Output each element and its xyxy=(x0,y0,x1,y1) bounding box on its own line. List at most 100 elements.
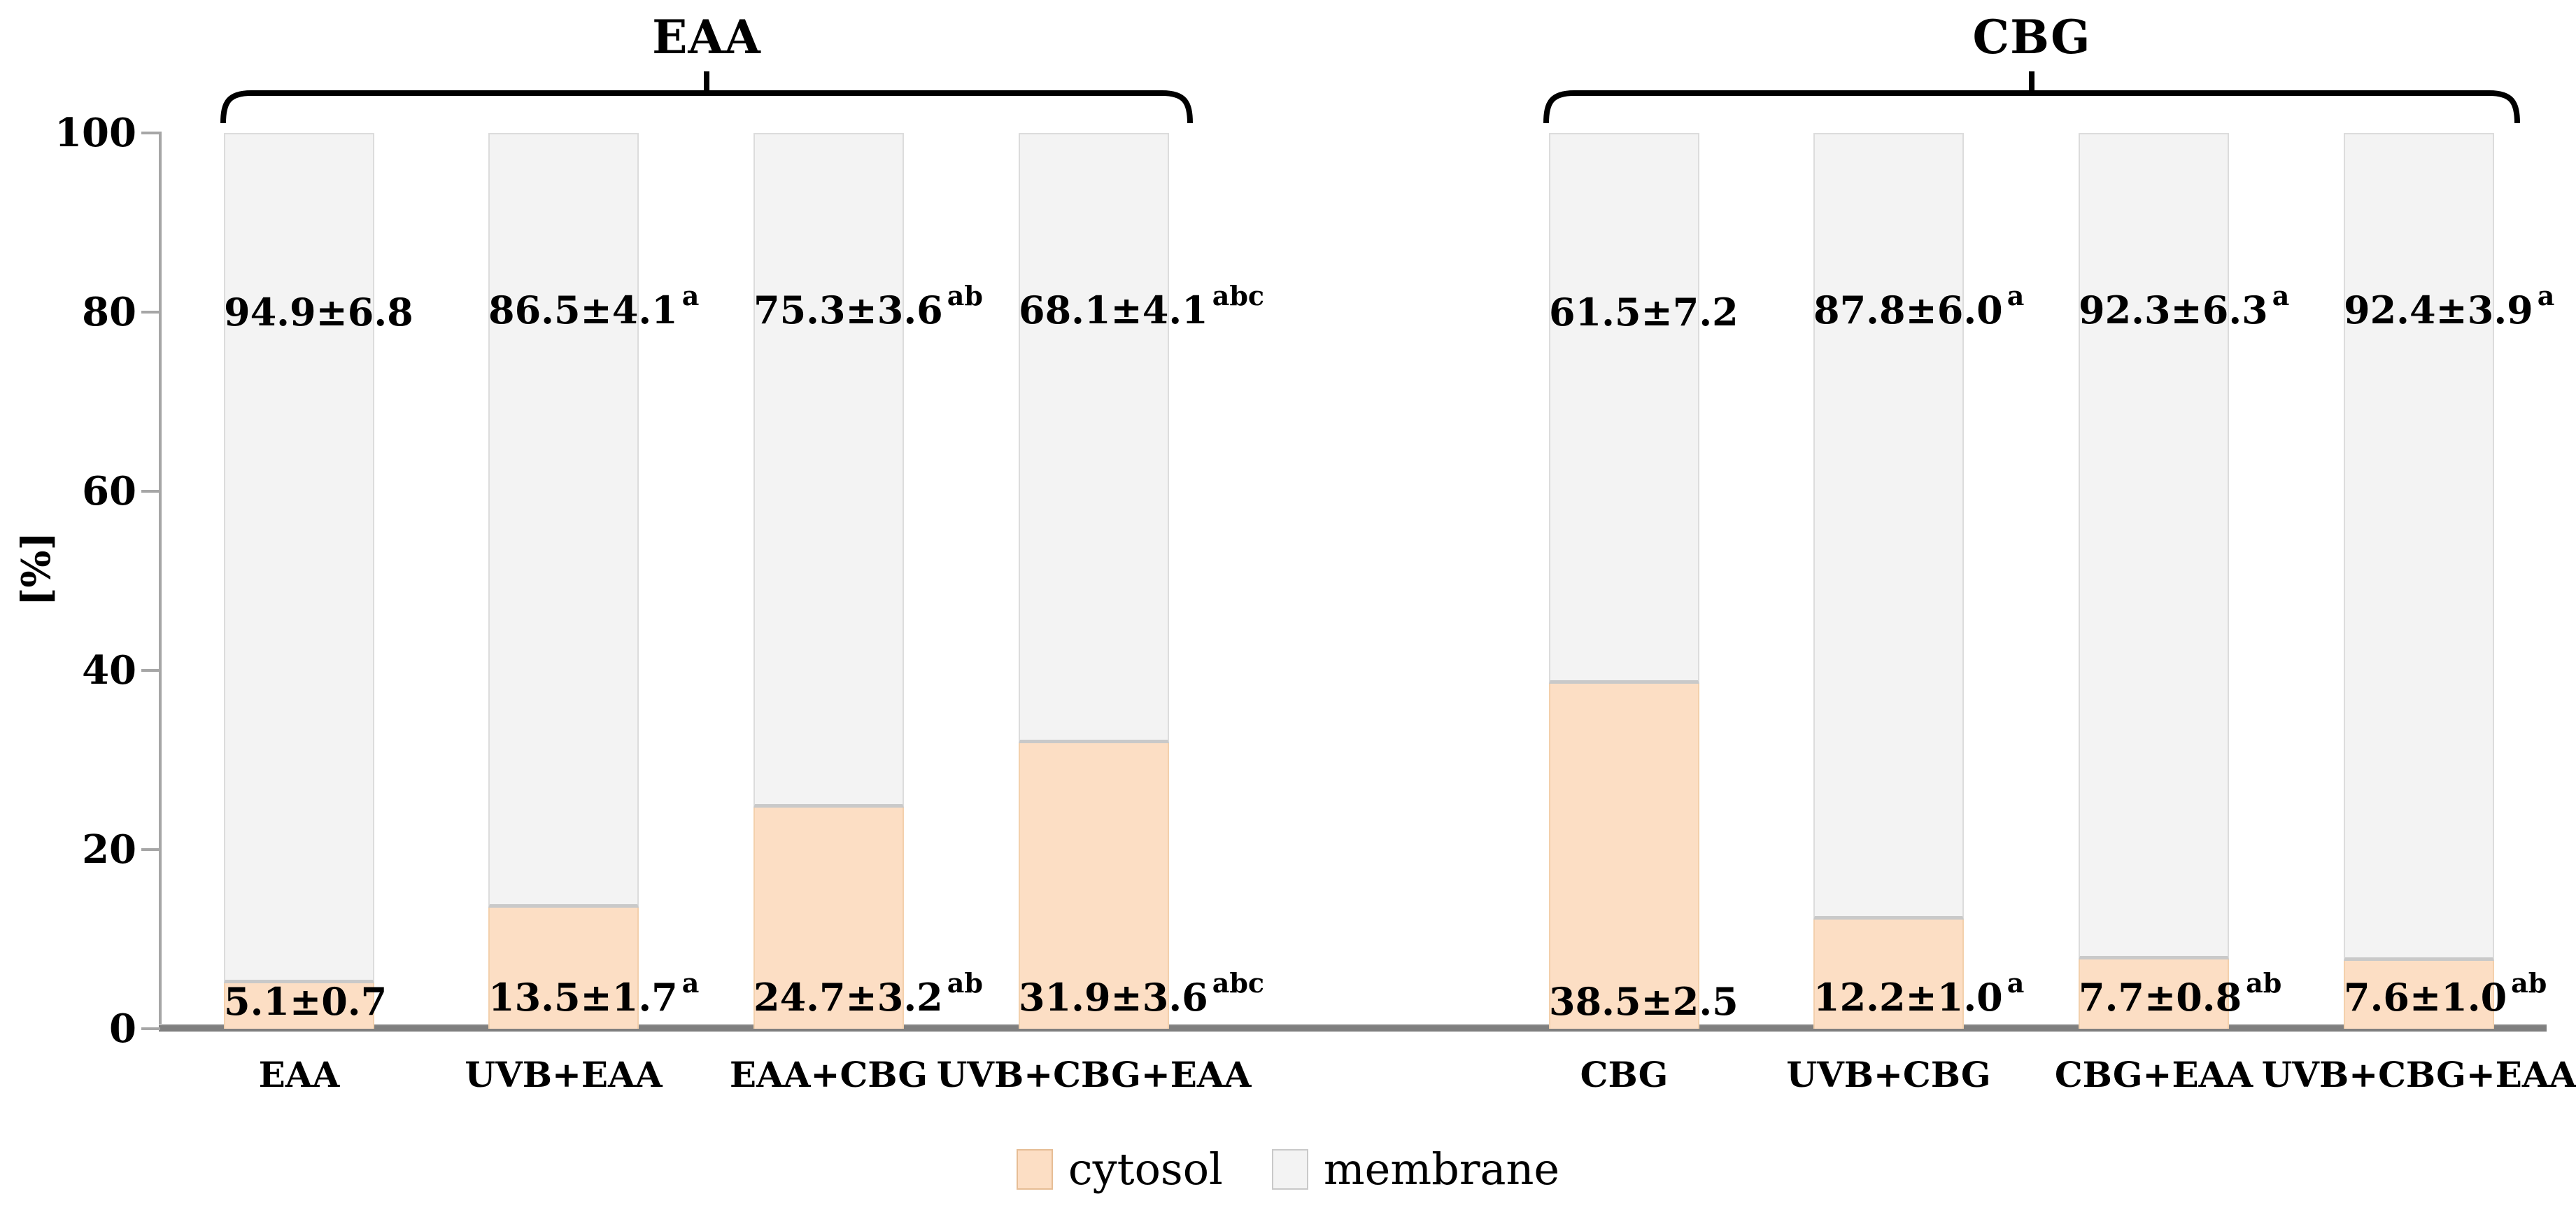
cytosol-value-label: 13.5±1.7 a xyxy=(488,967,699,1023)
legend-label-cytosol: cytosol xyxy=(1068,1144,1223,1195)
bar-segment-membrane xyxy=(2344,133,2494,961)
bar-segment-cytosol xyxy=(2079,959,2229,1029)
y-tick-label: 100 xyxy=(55,110,136,156)
y-tick-label: 60 xyxy=(82,468,136,514)
membrane-value: 87.8±6.0 xyxy=(1813,288,2003,332)
category-label-UVB+CBG+EAA: UVB+CBG+EAA xyxy=(2261,1054,2576,1095)
y-axis-line xyxy=(159,132,162,1029)
cytosol-value: 31.9±3.6 xyxy=(1019,975,1208,1020)
legend-label-membrane: membrane xyxy=(1323,1144,1560,1195)
bar-UVB+EAA: 86.5±4.1 a 13.5±1.7 a xyxy=(488,133,699,1029)
membrane-value-label: 86.5±4.1 a xyxy=(488,280,699,336)
y-tick-label: 0 xyxy=(109,1006,136,1052)
bar-segment-cytosol xyxy=(753,807,904,1029)
membrane-significance-letters: a xyxy=(2537,280,2555,311)
membrane-value: 68.1±4.1 xyxy=(1019,288,1208,332)
bar-segment-cytosol xyxy=(488,908,639,1029)
category-label-UVB+CBG: UVB+CBG xyxy=(1786,1054,1991,1095)
category-label-CBG+EAA: CBG+EAA xyxy=(2054,1054,2253,1095)
membrane-value-label: 92.3±6.3 a xyxy=(2079,280,2289,336)
bar-CBG+EAA: 92.3±6.3 a 7.7±0.8 ab xyxy=(2079,133,2289,1029)
y-tick-label: 80 xyxy=(82,289,136,335)
legend-swatch-cytosol xyxy=(1016,1149,1053,1190)
bar-segment-cytosol xyxy=(1813,919,1964,1029)
x-axis-baseline xyxy=(159,1024,2547,1032)
bar-segment-cytosol xyxy=(1019,743,1169,1029)
membrane-value: 61.5±7.2 xyxy=(1549,290,1739,335)
cytosol-significance-letters: a xyxy=(681,967,700,999)
cytosol-value-label: 7.7±0.8 ab xyxy=(2079,967,2281,1023)
group-title-cbg: CBG xyxy=(1972,10,2091,64)
membrane-value-label: 61.5±7.2 xyxy=(1549,290,1739,334)
bar-UVB+CBG+EAA: 68.1±4.1 abc 31.9±3.6 abc xyxy=(1019,133,1264,1029)
y-axis-title: [%] xyxy=(13,531,59,607)
bar-segment-membrane xyxy=(1549,133,1699,684)
membrane-significance-letters: a xyxy=(2007,280,2025,311)
membrane-value-label: 75.3±3.6 ab xyxy=(753,280,983,336)
membrane-value-label: 92.4±3.9 a xyxy=(2344,280,2554,336)
cytosol-value: 7.6±1.0 xyxy=(2344,975,2507,1020)
membrane-significance-letters: a xyxy=(2272,280,2290,311)
bar-CBG: 61.5±7.2 38.5±2.5 xyxy=(1549,133,1739,1029)
cytosol-significance-letters: abc xyxy=(1212,967,1265,999)
membrane-value: 94.9±6.8 xyxy=(224,290,413,335)
legend-swatch-membrane xyxy=(1271,1149,1308,1190)
bar-EAA: 94.9±6.8 5.1±0.7 xyxy=(224,133,413,1029)
cytosol-value: 12.2±1.0 xyxy=(1813,975,2003,1020)
group-bracket-cbg xyxy=(1543,71,2520,124)
bar-UVB+CBG: 87.8±6.0 a 12.2±1.0 a xyxy=(1813,133,2024,1029)
cytosol-value-label: 5.1±0.7 xyxy=(224,980,387,1023)
membrane-value-label: 68.1±4.1 abc xyxy=(1019,280,1264,336)
cytosol-value-label: 12.2±1.0 a xyxy=(1813,967,2024,1023)
cytosol-value-label: 24.7±3.2 ab xyxy=(753,967,983,1023)
membrane-value: 92.4±3.9 xyxy=(2344,288,2533,332)
membrane-value: 75.3±3.6 xyxy=(753,288,943,332)
bar-segment-cytosol xyxy=(2344,960,2494,1029)
cytosol-value-label: 31.9±3.6 abc xyxy=(1019,967,1264,1023)
category-label-CBG: CBG xyxy=(1580,1054,1669,1095)
legend: cytosol membrane xyxy=(0,1145,2576,1194)
cytosol-value-label: 7.6±1.0 ab xyxy=(2344,967,2547,1023)
membrane-significance-letters: ab xyxy=(947,280,983,311)
bar-EAA+CBG: 75.3±3.6 ab 24.7±3.2 ab xyxy=(753,133,983,1029)
cytosol-value: 13.5±1.7 xyxy=(488,975,678,1020)
cytosol-value: 7.7±0.8 xyxy=(2079,975,2242,1020)
cytosol-significance-letters: a xyxy=(2007,967,2025,999)
bar-segment-membrane xyxy=(1019,133,1169,743)
legend-item-cytosol: cytosol xyxy=(1016,1144,1223,1195)
bar-segment-membrane xyxy=(488,133,639,908)
membrane-value: 92.3±6.3 xyxy=(2079,288,2268,332)
bar-segment-membrane xyxy=(2079,133,2229,960)
cytosol-significance-letters: ab xyxy=(2246,967,2282,999)
bar-segment-cytosol xyxy=(224,983,374,1029)
category-label-EAA+CBG: EAA+CBG xyxy=(729,1054,928,1095)
cytosol-value-label: 38.5±2.5 xyxy=(1549,980,1739,1023)
membrane-value-label: 87.8±6.0 a xyxy=(1813,280,2024,336)
cytosol-significance-letters: ab xyxy=(2511,967,2547,999)
y-tick-label: 20 xyxy=(82,826,136,873)
y-tick xyxy=(141,132,160,134)
bar-segment-membrane xyxy=(753,133,904,808)
membrane-significance-letters: a xyxy=(681,280,700,311)
legend-item-membrane: membrane xyxy=(1271,1144,1560,1195)
y-tick xyxy=(141,669,160,672)
membrane-value: 86.5±4.1 xyxy=(488,288,678,332)
membrane-value-label: 94.9±6.8 xyxy=(224,290,413,334)
bar-segment-membrane xyxy=(224,133,374,983)
cytosol-value: 5.1±0.7 xyxy=(224,979,388,1024)
category-label-EAA: EAA xyxy=(258,1054,340,1095)
cytosol-value: 38.5±2.5 xyxy=(1549,979,1739,1024)
group-bracket-eaa xyxy=(220,71,1193,124)
cytosol-significance-letters: ab xyxy=(947,967,983,999)
y-tick xyxy=(141,490,160,493)
group-title-eaa: EAA xyxy=(652,10,761,64)
membrane-significance-letters: abc xyxy=(1212,280,1265,311)
y-tick xyxy=(141,311,160,314)
y-tick-label: 40 xyxy=(82,647,136,694)
cytosol-value: 24.7±3.2 xyxy=(753,975,943,1020)
bar-segment-membrane xyxy=(1813,133,1964,920)
y-tick xyxy=(141,848,160,851)
category-label-UVB+CBG+EAA: UVB+CBG+EAA xyxy=(936,1054,1252,1095)
y-tick xyxy=(141,1027,160,1030)
